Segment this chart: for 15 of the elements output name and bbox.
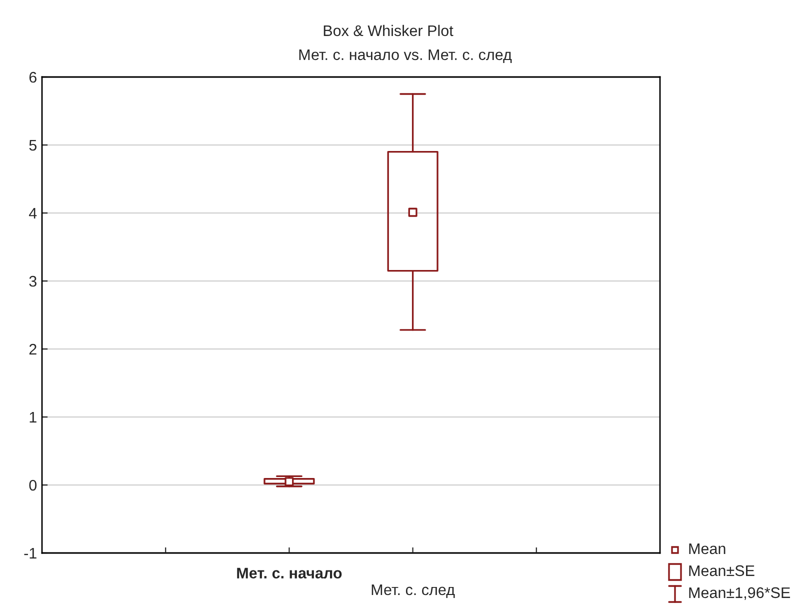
y-tick-label: 1 — [30, 412, 36, 423]
y-tick-label: 2 — [29, 344, 36, 355]
x-tick-label: Мет. с. начало — [237, 568, 342, 578]
y-tick-label: 3 — [29, 276, 36, 287]
text: Mean±1,96*SE — [689, 587, 790, 600]
chart-subtitle: Мет. с. начало vs. Мет. с. след — [299, 49, 512, 63]
y-tick-label: 6 — [29, 72, 36, 83]
y-tick-label: 0 — [29, 480, 37, 491]
text: Mean — [689, 543, 726, 554]
x-tick-label: Мет. с. след — [372, 584, 455, 598]
text: Mean±SE — [689, 565, 754, 576]
y-tick-label: 5 — [29, 140, 36, 151]
chart-title: Box & Whisker Plot — [324, 24, 454, 36]
y-tick-label: -1 — [24, 548, 36, 559]
y-tick-label: 4 — [28, 208, 37, 219]
